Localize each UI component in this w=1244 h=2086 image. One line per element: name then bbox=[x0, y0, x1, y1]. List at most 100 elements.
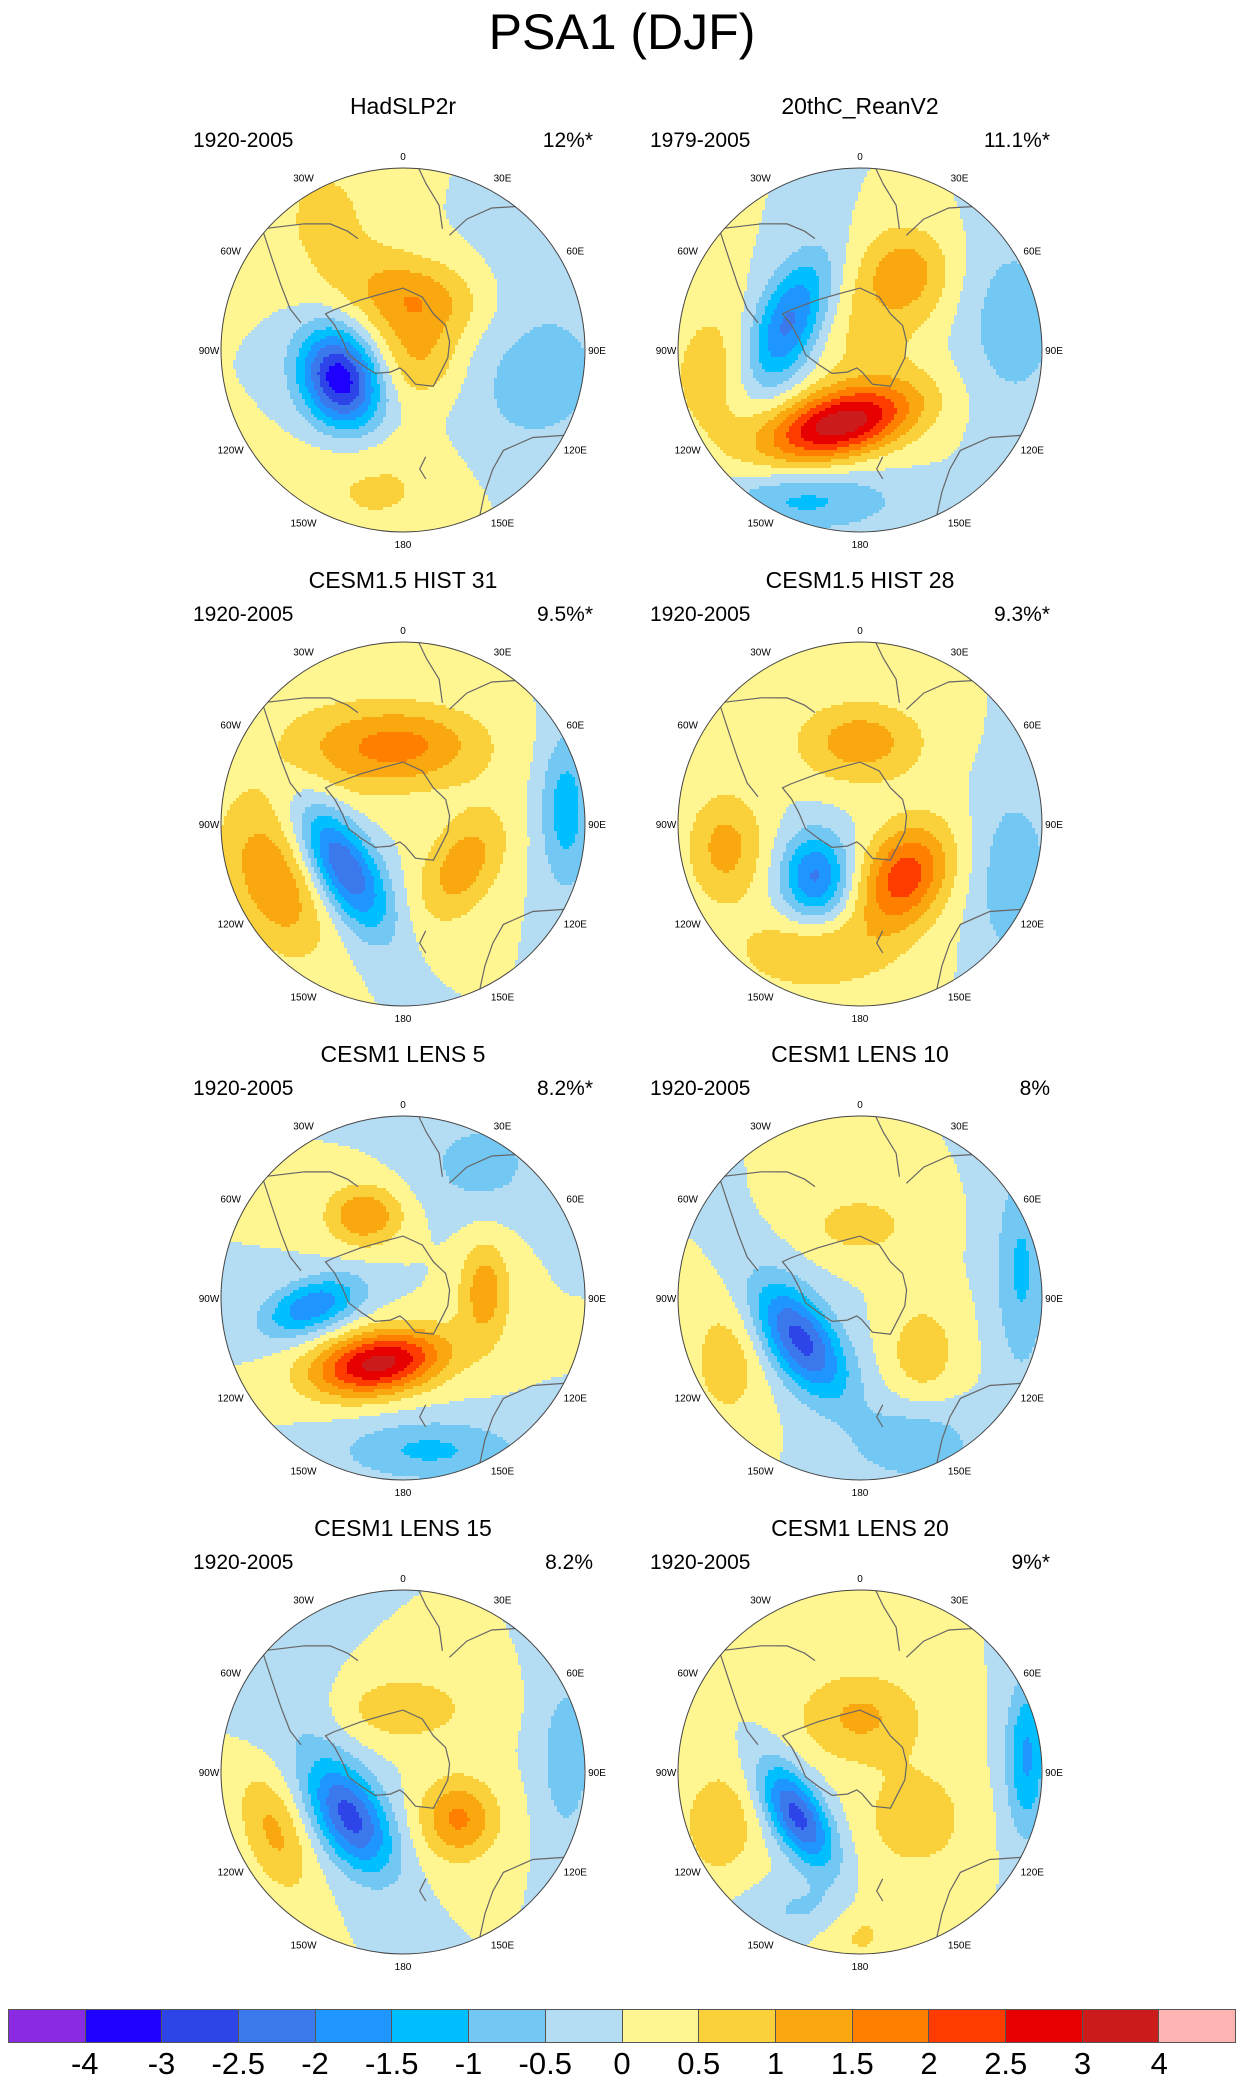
longitude-label: 30E bbox=[951, 1596, 969, 1607]
colorbar-box bbox=[1159, 2010, 1235, 2042]
colorbar-box bbox=[392, 2010, 469, 2042]
longitude-label: 150E bbox=[491, 992, 515, 1003]
map-panel-cesm1-lens-15: CESM1 LENS 15 1920-2005 8.2% 0 30E 60E 90E 1… bbox=[183, 1514, 623, 1984]
longitude-label: 60W bbox=[677, 1195, 698, 1206]
map-panel-cesm1-lens-5: CESM1 LENS 5 1920-2005 8.2%* 0 30E 60E 90E 1… bbox=[183, 1040, 623, 1510]
colorbar-tick-label: 1.5 bbox=[812, 2045, 892, 2083]
longitude-label: 30W bbox=[750, 648, 771, 659]
longitude-label: 60E bbox=[1023, 1669, 1041, 1680]
longitude-label: 150E bbox=[491, 1940, 515, 1951]
longitude-label: 150E bbox=[491, 518, 515, 529]
longitude-label: 60W bbox=[220, 247, 241, 258]
longitude-label: 90W bbox=[656, 820, 677, 831]
colorbar-tick-label: -0.5 bbox=[505, 2045, 585, 2083]
map-panel-hadslp2r: HadSLP2r 1920-2005 12%* 0 30E 60E 90E 120E 15… bbox=[183, 92, 623, 562]
longitude-label: 120W bbox=[218, 446, 245, 457]
colorbar-tick-label: 2.5 bbox=[966, 2045, 1046, 2083]
longitude-label: 90E bbox=[588, 1294, 606, 1305]
longitude-label: 60E bbox=[566, 1669, 584, 1680]
longitude-label: 30W bbox=[750, 1596, 771, 1607]
contour-field bbox=[678, 168, 1045, 535]
longitude-label: 120W bbox=[218, 920, 245, 931]
longitude-label: 60W bbox=[220, 721, 241, 732]
colorbar-tick-label: -4 bbox=[45, 2045, 125, 2083]
longitude-label: 0 bbox=[400, 152, 406, 163]
longitude-label: 120E bbox=[1021, 920, 1045, 931]
longitude-label: 30E bbox=[494, 648, 512, 659]
longitude-label: 90W bbox=[656, 346, 677, 357]
contour-field bbox=[221, 1590, 588, 1957]
longitude-label: 90E bbox=[1045, 346, 1063, 357]
map-panel-cesm15-hist-31: CESM1.5 HIST 31 1920-2005 9.5%* 0 30E 60E 9… bbox=[183, 566, 623, 1036]
map-panel-cesm15-hist-28: CESM1.5 HIST 28 1920-2005 9.3%* 0 30E 60E 9… bbox=[640, 566, 1080, 1036]
map-panel-cesm1-lens-20: CESM1 LENS 20 1920-2005 9%* 0 30E 60E 90E 12… bbox=[640, 1514, 1080, 1984]
longitude-label: 30W bbox=[750, 174, 771, 185]
contour-field bbox=[221, 168, 588, 535]
colorbar-box bbox=[1006, 2010, 1083, 2042]
longitude-label: 180 bbox=[852, 1488, 869, 1499]
contour-field bbox=[221, 642, 588, 1009]
contour-field bbox=[678, 642, 1045, 1009]
longitude-label: 120W bbox=[218, 1868, 245, 1879]
colorbar bbox=[8, 2009, 1236, 2043]
longitude-label: 180 bbox=[852, 540, 869, 551]
longitude-label: 60E bbox=[1023, 1195, 1041, 1206]
longitude-label: 120E bbox=[564, 446, 588, 457]
colorbar-tick-label: -1.5 bbox=[352, 2045, 432, 2083]
colorbar-tick-label: -3 bbox=[122, 2045, 202, 2083]
map-panel-cesm1-lens-10: CESM1 LENS 10 1920-2005 8% 0 30E 60E 90E 120… bbox=[640, 1040, 1080, 1510]
colorbar-tick-label: -2 bbox=[275, 2045, 355, 2083]
longitude-label: 90W bbox=[656, 1294, 677, 1305]
longitude-label: 150W bbox=[290, 1466, 317, 1477]
colorbar-box bbox=[162, 2010, 239, 2042]
longitude-label: 90W bbox=[199, 1768, 220, 1779]
longitude-label: 150W bbox=[747, 518, 774, 529]
colorbar-tick-label: -1 bbox=[429, 2045, 509, 2083]
colorbar-box bbox=[86, 2010, 163, 2042]
longitude-label: 150E bbox=[948, 1940, 972, 1951]
longitude-label: 90E bbox=[588, 346, 606, 357]
longitude-label: 180 bbox=[395, 540, 412, 551]
longitude-label: 60E bbox=[1023, 721, 1041, 732]
longitude-label: 60W bbox=[677, 721, 698, 732]
longitude-label: 120E bbox=[1021, 1868, 1045, 1879]
colorbar-box bbox=[699, 2010, 776, 2042]
colorbar-box bbox=[623, 2010, 700, 2042]
longitude-label: 150W bbox=[290, 1940, 317, 1951]
longitude-label: 60E bbox=[566, 247, 584, 258]
longitude-label: 150W bbox=[747, 1466, 774, 1477]
longitude-label: 30E bbox=[951, 648, 969, 659]
longitude-label: 120E bbox=[564, 920, 588, 931]
longitude-label: 0 bbox=[857, 152, 863, 163]
longitude-label: 0 bbox=[400, 626, 406, 637]
longitude-label: 90E bbox=[588, 1768, 606, 1779]
longitude-label: 60W bbox=[677, 247, 698, 258]
figure-title: PSA1 (DJF) bbox=[0, 2, 1244, 62]
colorbar-tick-label: 4 bbox=[1119, 2045, 1199, 2083]
colorbar-box bbox=[853, 2010, 930, 2042]
longitude-label: 60E bbox=[566, 1195, 584, 1206]
contour-field bbox=[678, 1590, 1045, 1957]
longitude-label: 60W bbox=[677, 1669, 698, 1680]
longitude-label: 0 bbox=[857, 1100, 863, 1111]
longitude-label: 90E bbox=[588, 820, 606, 831]
longitude-label: 90W bbox=[199, 1294, 220, 1305]
longitude-label: 0 bbox=[400, 1574, 406, 1585]
longitude-label: 150E bbox=[948, 1466, 972, 1477]
colorbar-tick-label: 3 bbox=[1043, 2045, 1123, 2083]
longitude-label: 60E bbox=[1023, 247, 1041, 258]
longitude-label: 150E bbox=[948, 992, 972, 1003]
map-panel-20thc-reanv2: 20thC_ReanV2 1979-2005 11.1%* 0 30E 60E 90E… bbox=[640, 92, 1080, 562]
colorbar-tick-label: -2.5 bbox=[198, 2045, 278, 2083]
colorbar-box bbox=[546, 2010, 623, 2042]
longitude-label: 60E bbox=[566, 721, 584, 732]
contour-field bbox=[678, 1116, 1045, 1483]
colorbar-tick-label: 2 bbox=[889, 2045, 969, 2083]
longitude-label: 180 bbox=[852, 1014, 869, 1025]
